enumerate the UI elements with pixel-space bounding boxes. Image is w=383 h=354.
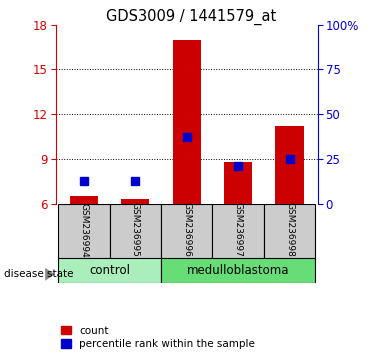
- Bar: [264, 204, 315, 258]
- Bar: [161, 258, 315, 283]
- Text: control: control: [89, 264, 130, 277]
- Legend: count, percentile rank within the sample: count, percentile rank within the sample: [61, 326, 255, 349]
- Text: disease state: disease state: [4, 269, 73, 279]
- Bar: [58, 204, 110, 258]
- Text: medulloblastoma: medulloblastoma: [187, 264, 290, 277]
- Text: GSM236995: GSM236995: [131, 202, 140, 257]
- Bar: [275, 126, 304, 204]
- Bar: [121, 199, 149, 204]
- Text: GSM236998: GSM236998: [285, 202, 294, 257]
- Text: GSM236994: GSM236994: [79, 202, 88, 257]
- Bar: [213, 204, 264, 258]
- Bar: [161, 204, 213, 258]
- Bar: [110, 204, 161, 258]
- Text: GDS3009 / 1441579_at: GDS3009 / 1441579_at: [106, 9, 277, 25]
- Bar: [58, 258, 161, 283]
- Bar: [224, 162, 252, 204]
- Bar: [70, 196, 98, 204]
- Polygon shape: [45, 268, 55, 281]
- Bar: [173, 40, 201, 204]
- Text: GSM236996: GSM236996: [182, 202, 191, 257]
- Text: GSM236997: GSM236997: [234, 202, 243, 257]
